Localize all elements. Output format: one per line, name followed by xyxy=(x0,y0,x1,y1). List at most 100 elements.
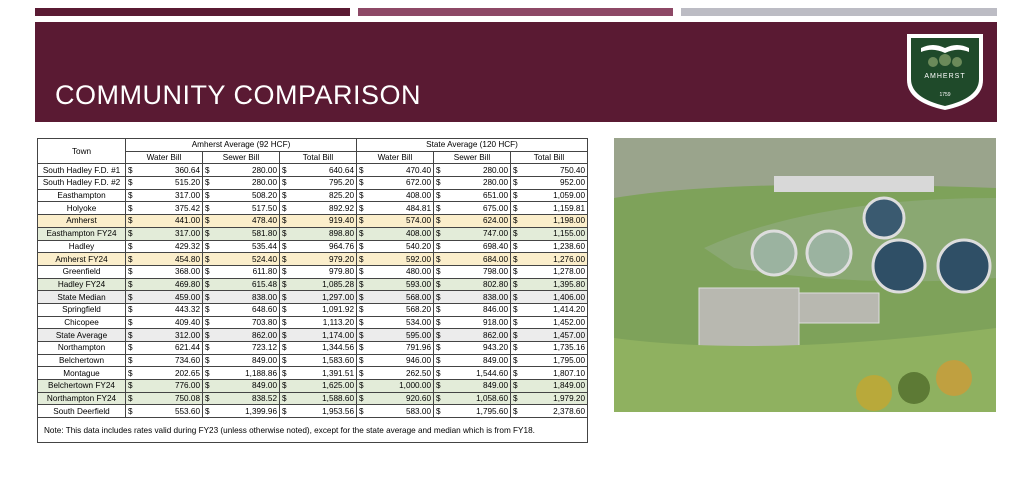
cell-content: $862.00 xyxy=(205,330,277,341)
currency: $ xyxy=(282,216,287,226)
value-cell: $675.00 xyxy=(433,201,511,216)
group-header: State Average (120 HCF) xyxy=(355,138,589,152)
value-cell: $979.20 xyxy=(279,252,357,266)
amount: 459.00 xyxy=(174,292,200,302)
cell-content: $946.00 xyxy=(359,355,431,366)
value-cell: $312.00 xyxy=(125,328,203,342)
currency: $ xyxy=(359,229,364,239)
cell-content: $568.20 xyxy=(359,304,431,315)
amount: 534.00 xyxy=(405,317,431,327)
cell-content: $470.40 xyxy=(359,165,431,176)
amount: 280.00 xyxy=(251,165,277,175)
currency: $ xyxy=(359,254,364,264)
cell-content: $1,058.60 xyxy=(436,393,508,404)
value-cell: $429.32 xyxy=(125,239,203,254)
value-cell: $849.00 xyxy=(433,379,511,393)
table-row: South Hadley F.D. #1 $360.64 $280.00 $640.6… xyxy=(37,163,589,178)
cell-content: $202.65 xyxy=(128,368,200,379)
town-cell: Easthampton FY24 xyxy=(37,226,126,241)
amount: 946.00 xyxy=(405,356,431,366)
value-cell: $640.64 xyxy=(279,163,357,178)
amount: 640.64 xyxy=(328,165,354,175)
value-cell: $919.40 xyxy=(279,214,357,228)
value-cell: $798.00 xyxy=(433,264,511,279)
cell-content: $703.80 xyxy=(205,317,277,328)
amount: 892.92 xyxy=(328,203,354,213)
value-cell: $1,059.00 xyxy=(509,188,589,203)
currency: $ xyxy=(436,330,441,340)
currency: $ xyxy=(282,203,287,213)
value-cell: $791.96 xyxy=(356,341,434,355)
amount: 1,583.60 xyxy=(322,356,354,366)
amount: 919.40 xyxy=(328,216,354,226)
cell-content: $408.00 xyxy=(359,190,431,201)
amount: 202.65 xyxy=(174,368,200,378)
cell-content: $454.80 xyxy=(128,254,200,265)
value-cell: $964.76 xyxy=(279,239,357,254)
value-cell: $1,588.60 xyxy=(279,391,357,406)
value-cell: $1,807.10 xyxy=(509,366,589,381)
cell-content: $1,406.00 xyxy=(513,292,585,303)
amount: 454.80 xyxy=(174,254,200,264)
value-cell: $776.00 xyxy=(125,379,203,393)
value-cell: $408.00 xyxy=(356,226,434,241)
amount: 838.00 xyxy=(482,292,508,302)
amount: 568.00 xyxy=(405,292,431,302)
currency: $ xyxy=(282,343,287,353)
value-cell: $478.40 xyxy=(202,214,280,228)
value-cell: $1,795.00 xyxy=(509,353,589,368)
value-cell: $1,735.16 xyxy=(509,341,589,355)
cell-content: $846.00 xyxy=(436,304,508,315)
table-row: Hadley $429.32 $535.44 $964.76 $540.20 $698.4… xyxy=(37,239,589,254)
cell-content: $1,278.00 xyxy=(513,266,585,277)
currency: $ xyxy=(282,191,287,201)
value-cell: $1,457.00 xyxy=(509,328,589,342)
value-cell: $508.20 xyxy=(202,188,280,203)
cell-content: $540.20 xyxy=(359,241,431,252)
value-cell: $1,113.20 xyxy=(279,315,357,330)
town-cell: State Average xyxy=(37,328,126,342)
value-cell: $750.40 xyxy=(509,163,589,178)
cell-content: $1,391.51 xyxy=(282,368,354,379)
column-header: Sewer Bill xyxy=(433,150,511,165)
currency: $ xyxy=(205,216,210,226)
cell-content: $1,113.20 xyxy=(282,317,354,328)
currency: $ xyxy=(282,165,287,175)
cell-content: $849.00 xyxy=(436,380,508,391)
value-cell: $795.20 xyxy=(279,176,357,190)
amount: 484.81 xyxy=(405,203,431,213)
amount: 1,278.00 xyxy=(553,267,586,277)
cell-content: $1,457.00 xyxy=(513,330,585,341)
cell-content: $312.00 xyxy=(128,330,200,341)
currency: $ xyxy=(436,267,441,277)
currency: $ xyxy=(128,356,133,366)
currency: $ xyxy=(282,394,287,404)
amount: 723.12 xyxy=(251,343,277,353)
cell-content: $280.00 xyxy=(205,177,277,188)
currency: $ xyxy=(513,216,518,226)
amount: 409.40 xyxy=(174,317,200,327)
amount: 846.00 xyxy=(482,305,508,315)
cell-content: $798.00 xyxy=(436,266,508,277)
town-cell: South Hadley F.D. #1 xyxy=(37,163,126,178)
currency: $ xyxy=(282,406,287,416)
currency: $ xyxy=(205,279,210,289)
currency: $ xyxy=(128,191,133,201)
cell-content: $583.00 xyxy=(359,406,431,417)
amount: 734.60 xyxy=(174,356,200,366)
value-cell: $750.08 xyxy=(125,391,203,406)
cell-content: $825.20 xyxy=(282,190,354,201)
value-cell: $952.00 xyxy=(509,176,589,190)
currency: $ xyxy=(205,368,210,378)
amount: 624.00 xyxy=(482,216,508,226)
value-cell: $1,395.80 xyxy=(509,277,589,292)
currency: $ xyxy=(282,178,287,188)
amount: 1,059.00 xyxy=(553,191,586,201)
cell-content: $1,276.00 xyxy=(513,254,585,265)
amount: 1,406.00 xyxy=(553,292,586,302)
currency: $ xyxy=(513,406,518,416)
table-row: Northampton $621.44 $723.12 $1,344.56 $791.9… xyxy=(37,341,589,355)
cell-content: $368.00 xyxy=(128,266,200,277)
currency: $ xyxy=(436,343,441,353)
amount: 943.20 xyxy=(482,343,508,353)
